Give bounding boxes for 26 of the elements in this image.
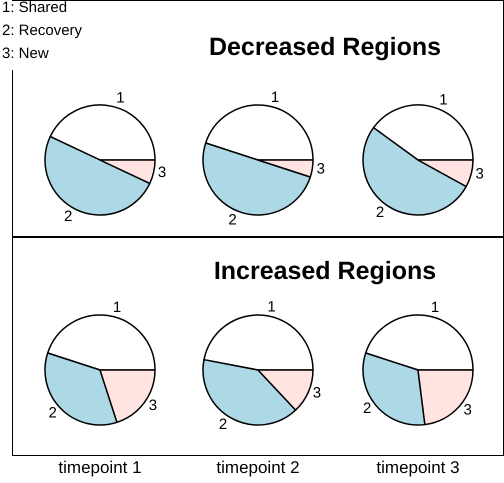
chart-title: Decreased Regions [208,33,442,62]
text: 1: Shared [2,0,68,16]
slice-label: 3 [464,402,472,419]
slice-label: 1 [439,92,448,109]
slice-label: 2 [228,211,237,228]
text: 2: Recovery [2,22,82,39]
slice-label: 1 [267,298,276,316]
text: timepoint 3 [375,458,461,478]
text: timepoint 2 [215,458,301,478]
slice-label: 2 [64,208,72,226]
slice-label: 3 [148,396,158,414]
slice-label: 3 [476,166,484,183]
slice-label: 2 [376,204,384,221]
slice-label: 1 [270,88,280,106]
slice-label: 3 [316,160,325,178]
slice-label: 2 [48,404,57,422]
slice-label: 3 [312,384,322,402]
chart-title: Increased Regions [212,257,438,286]
text: timepoint 1 [57,458,143,478]
slice-label: 3 [158,164,166,181]
slice-label: 1 [116,90,125,107]
slice-label: 1 [430,298,440,316]
text: 3: New [2,45,49,62]
slice-label: 2 [218,416,228,434]
slice-label: 1 [112,298,122,316]
slice-label: 2 [363,400,372,418]
